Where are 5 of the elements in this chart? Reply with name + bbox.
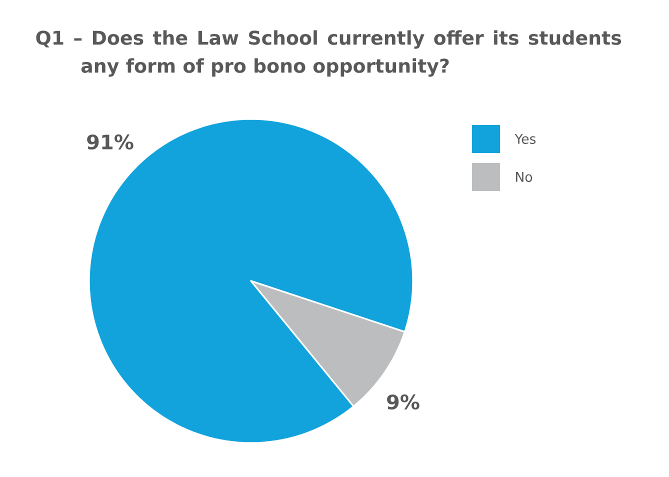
legend-label: No	[516, 172, 532, 182]
data-label: 9%	[387, 394, 420, 410]
data-label: 91%	[87, 134, 134, 150]
chart-title: Q1 – Does the Law School currently offer its students any form of pro bono opportunity?	[36, 30, 622, 77]
legend-label: Yes	[514, 134, 536, 144]
